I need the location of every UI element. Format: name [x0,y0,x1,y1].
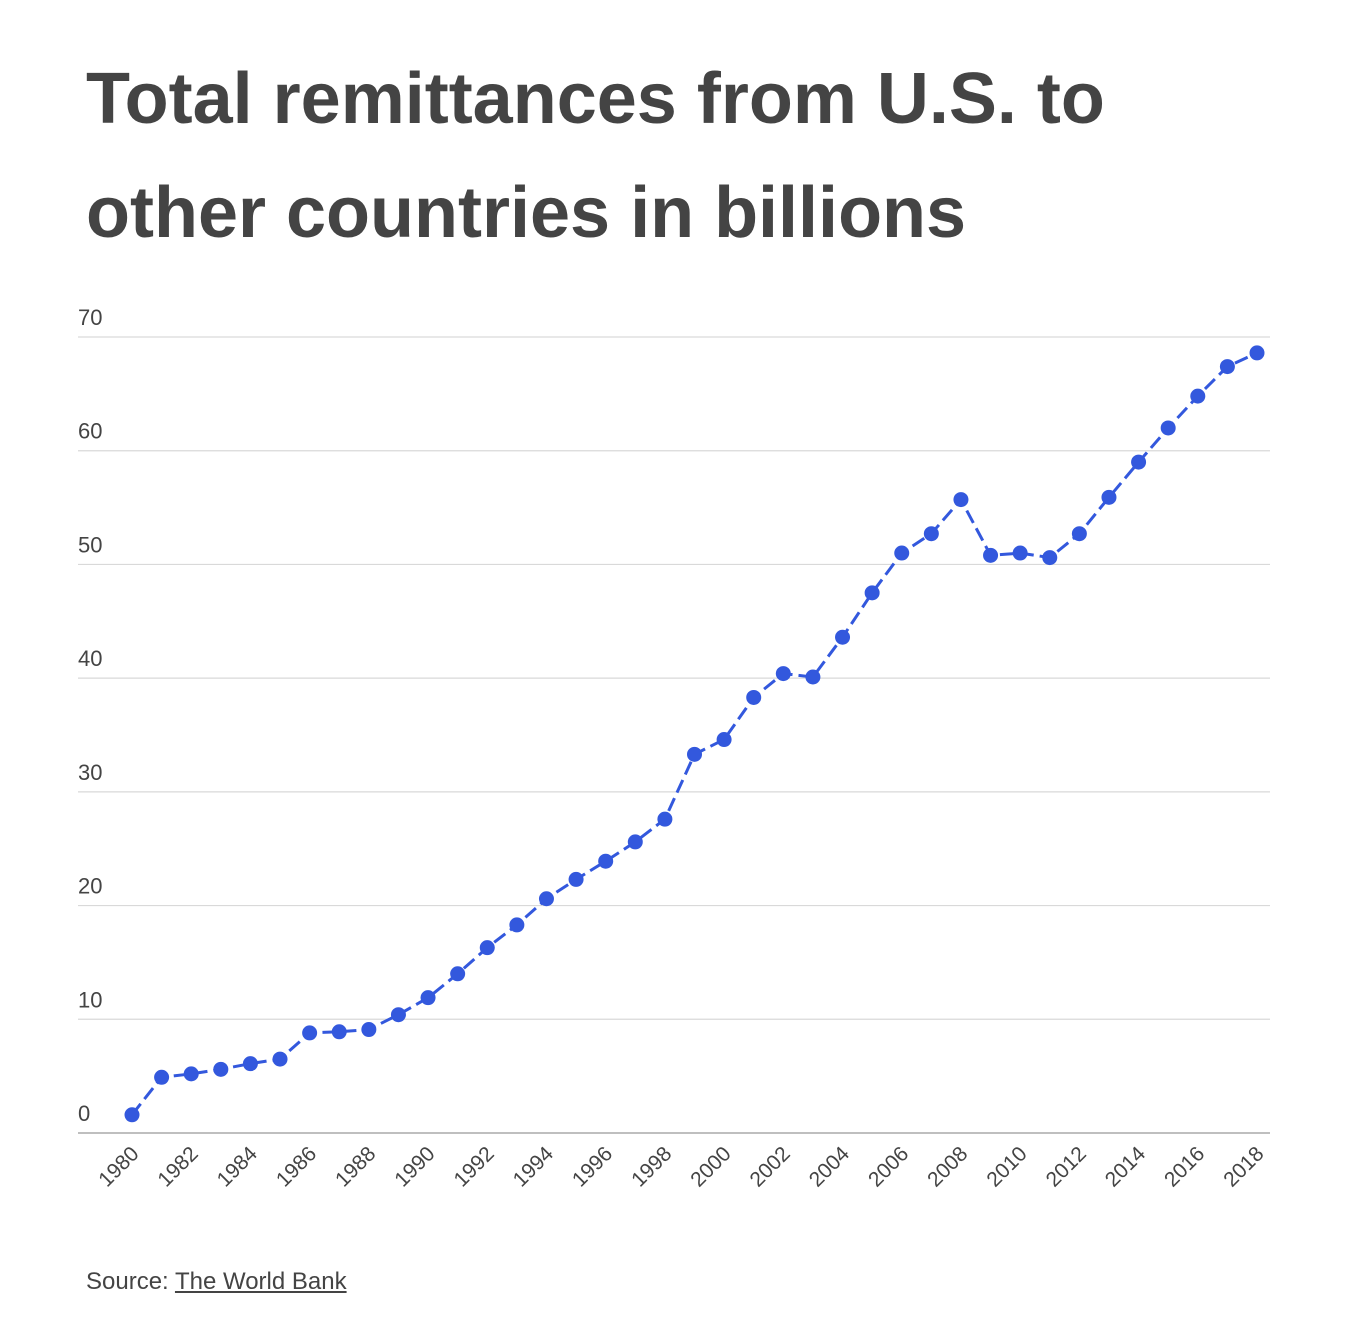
data-point-2005 [864,585,880,601]
x-tick-label: 1988 [331,1142,380,1191]
x-tick-label: 2014 [1101,1142,1151,1192]
x-axis-ticks: 1980 1982 1984 1986 1988 1990 1992 1994 1996 1998… [94,1142,1268,1192]
data-point-1987 [331,1024,347,1040]
series-line [130,351,1258,1116]
data-point-1999 [687,746,702,762]
x-tick-label: 2000 [686,1142,735,1191]
data-point-2003 [805,669,821,685]
y-tick-label: 50 [78,532,102,557]
chart-title: Total remittances from U.S. to other cou… [86,59,1105,253]
data-line [130,351,1258,1116]
line-chart: 0 10 20 30 40 50 60 70 1980 1982 1984 1986 1988 1990… [78,305,1270,1192]
data-point-2018 [1249,345,1265,361]
x-tick-label: 2018 [1219,1142,1268,1191]
x-tick-label: 1984 [213,1142,263,1192]
x-tick-label: 2002 [746,1142,795,1191]
data-point-2016 [1190,388,1206,404]
y-axis-ticks: 0 10 20 30 40 50 60 70 [78,305,102,1126]
x-tick-label: 1986 [272,1142,321,1191]
data-point-1994 [538,891,554,907]
data-point-1983 [213,1061,229,1077]
x-tick-label: 2006 [864,1142,913,1191]
data-point-1996 [598,853,614,869]
x-tick-label: 1994 [509,1142,559,1192]
data-point-2013 [1101,489,1117,505]
data-point-1995 [568,871,584,887]
data-point-2006 [894,545,910,561]
data-point-2009 [983,547,999,563]
x-tick-label: 1980 [94,1142,143,1191]
y-tick-label: 70 [78,305,102,330]
x-tick-label: 2004 [805,1142,855,1192]
x-tick-label: 1996 [568,1142,617,1191]
data-point-2014 [1131,454,1147,470]
x-tick-label: 2008 [923,1142,972,1191]
data-point-1993 [509,917,525,933]
data-point-2011 [1042,550,1058,566]
y-tick-label: 0 [78,1101,90,1126]
data-point-2015 [1160,420,1176,436]
data-point-1985 [272,1051,288,1067]
data-point-2007 [923,526,939,542]
data-point-1982 [183,1066,199,1082]
x-tick-label: 2016 [1160,1142,1209,1191]
data-point-1989 [390,1007,406,1023]
data-point-1986 [302,1025,318,1041]
data-point-2004 [835,629,851,645]
data-point-1988 [361,1022,377,1038]
data-point-1980 [124,1107,140,1123]
data-points [124,345,1265,1123]
data-point-1998 [657,811,673,827]
source-link[interactable]: The World Bank [174,1268,347,1295]
y-tick-label: 10 [78,987,102,1012]
data-point-2002 [775,666,791,682]
data-point-1991 [450,966,466,982]
x-tick-label: 2010 [982,1142,1031,1191]
data-point-1984 [242,1056,258,1072]
data-point-2008 [953,492,969,508]
y-tick-label: 20 [78,874,102,899]
x-tick-label: 1998 [627,1142,676,1191]
y-tick-label: 30 [78,760,102,785]
data-point-2012 [1071,526,1087,542]
y-tick-label: 40 [78,646,102,671]
gridlines [78,336,1270,1134]
x-tick-label: 1992 [450,1142,499,1191]
data-point-1992 [479,940,495,956]
data-point-2017 [1219,359,1235,375]
x-tick-label: 1982 [153,1142,202,1191]
data-point-1990 [420,990,436,1006]
data-point-2010 [1012,545,1028,561]
data-point-1981 [154,1069,170,1085]
data-point-1997 [627,834,643,850]
source-label: Source: [86,1268,169,1295]
x-tick-label: 2012 [1042,1142,1091,1191]
data-point-2000 [716,732,732,748]
y-tick-label: 60 [78,419,102,444]
x-tick-label: 1990 [390,1142,439,1191]
data-point-2001 [746,689,762,705]
source-note: Source: The World Bank [86,1268,347,1296]
